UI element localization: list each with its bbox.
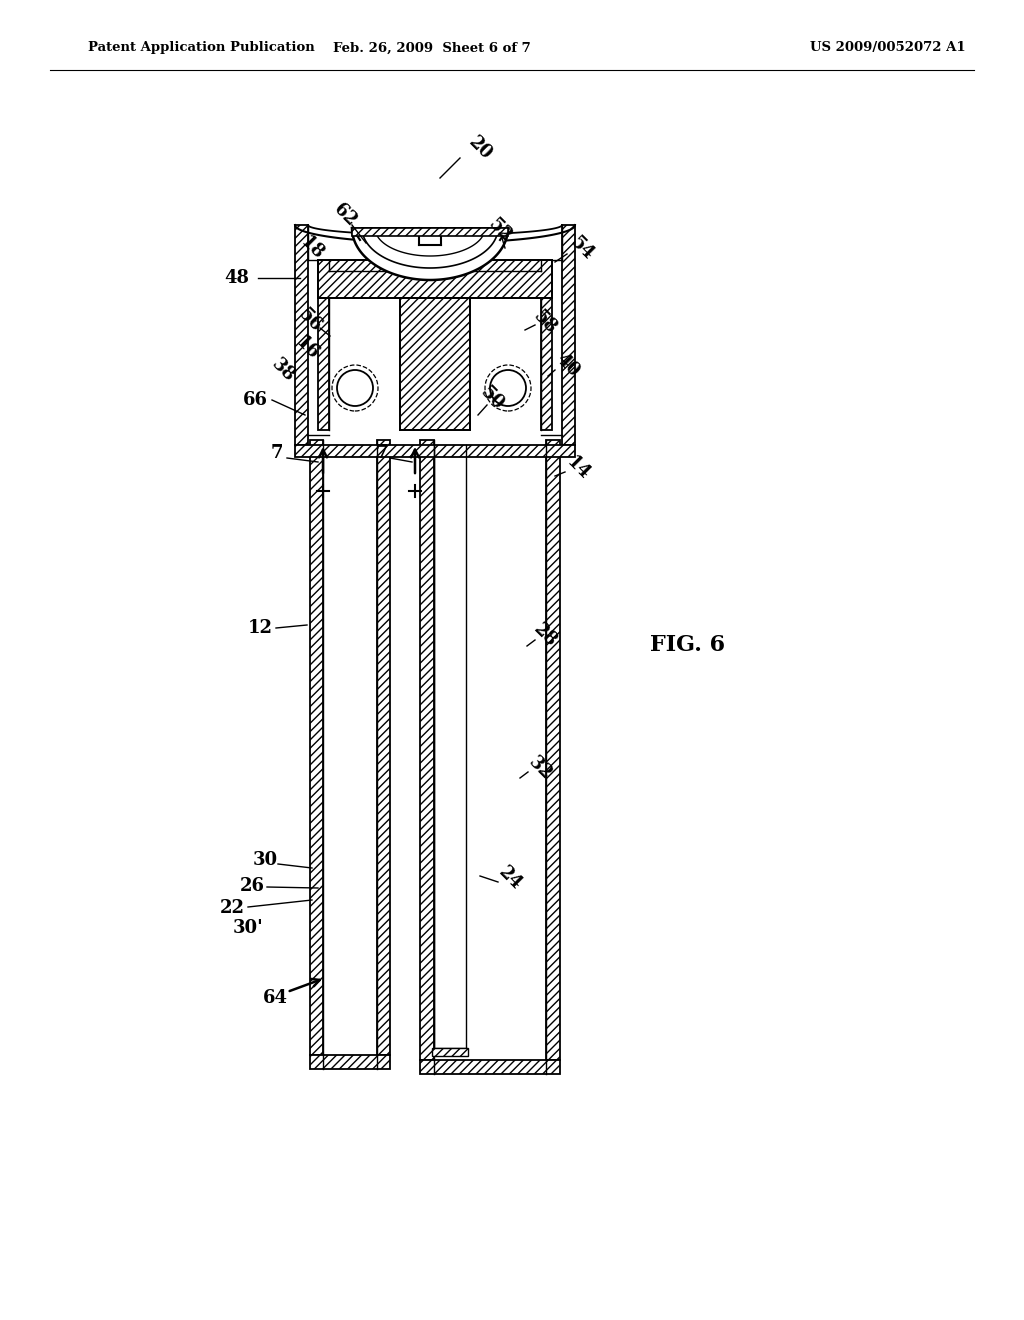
Text: 58: 58: [529, 306, 560, 337]
Text: 30': 30': [232, 919, 263, 937]
Bar: [310, 440, 323, 1055]
Bar: [541, 298, 552, 430]
Text: 14: 14: [563, 453, 593, 483]
Bar: [295, 445, 575, 457]
Bar: [420, 440, 434, 1060]
Bar: [377, 440, 390, 1055]
Text: FIG. 6: FIG. 6: [650, 634, 725, 656]
Bar: [318, 298, 329, 430]
Text: 38: 38: [268, 355, 298, 385]
Bar: [432, 1048, 468, 1056]
Polygon shape: [352, 228, 508, 280]
Text: 18: 18: [297, 232, 328, 263]
Text: 26: 26: [240, 876, 264, 895]
Bar: [308, 224, 562, 445]
Text: 28: 28: [529, 620, 560, 651]
Circle shape: [490, 370, 526, 407]
Bar: [329, 298, 400, 430]
Bar: [420, 1060, 560, 1074]
Text: 20: 20: [465, 133, 496, 164]
Text: 7: 7: [270, 444, 284, 462]
Text: 32: 32: [524, 752, 555, 783]
Text: US 2009/0052072 A1: US 2009/0052072 A1: [810, 41, 966, 54]
Text: 66: 66: [243, 391, 267, 409]
Text: 50: 50: [477, 383, 507, 413]
Text: 24: 24: [495, 863, 525, 894]
Text: 64: 64: [262, 989, 288, 1007]
Text: 22: 22: [219, 899, 245, 917]
Bar: [434, 440, 546, 1060]
Bar: [295, 224, 308, 445]
Circle shape: [337, 370, 373, 407]
Text: Patent Application Publication: Patent Application Publication: [88, 41, 314, 54]
Text: 40: 40: [553, 350, 584, 380]
Text: Feb. 26, 2009  Sheet 6 of 7: Feb. 26, 2009 Sheet 6 of 7: [333, 41, 530, 54]
Text: 52: 52: [484, 215, 515, 246]
Text: 30: 30: [253, 851, 278, 869]
Bar: [310, 1055, 390, 1069]
Text: 12: 12: [248, 619, 272, 638]
Bar: [352, 228, 508, 236]
Text: 54: 54: [566, 232, 597, 263]
Text: 16: 16: [292, 333, 323, 363]
Bar: [470, 298, 541, 430]
Text: 48: 48: [224, 269, 250, 286]
Text: 62: 62: [330, 199, 360, 230]
Text: 56: 56: [295, 305, 326, 335]
Text: 7: 7: [376, 444, 388, 462]
Bar: [546, 440, 560, 1060]
Bar: [400, 298, 470, 430]
Bar: [562, 224, 575, 445]
Bar: [318, 260, 552, 298]
Bar: [323, 440, 377, 1055]
